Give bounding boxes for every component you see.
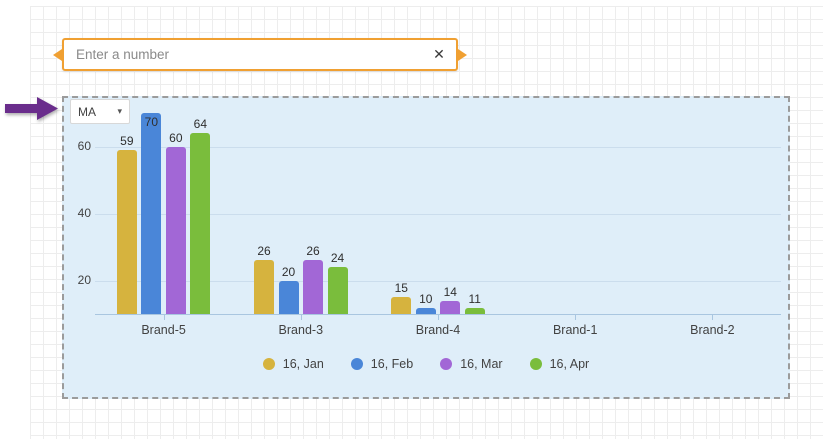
y-axis-tick-label: 40 bbox=[77, 205, 91, 220]
chevron-down-icon: ▾ bbox=[117, 106, 122, 116]
bar-Brand-3-16Mar[interactable] bbox=[303, 260, 324, 314]
x-axis-tick bbox=[300, 314, 302, 320]
x-axis-category-label: Brand-3 bbox=[278, 323, 324, 337]
bar-value-label: 60 bbox=[169, 130, 183, 145]
x-axis-tick bbox=[575, 314, 577, 320]
x-axis-category-label: Brand-2 bbox=[690, 323, 735, 337]
y-gridline bbox=[95, 280, 781, 282]
chart-legend: 16, Jan 16, Feb 16, Mar 16, Apr bbox=[64, 357, 788, 371]
y-axis-tick-label: 60 bbox=[77, 138, 91, 153]
legend-item[interactable]: 16, Feb bbox=[350, 357, 414, 371]
right-handle-icon[interactable] bbox=[458, 48, 467, 61]
chart-plot: 20 40 60 Brand-5 59 70 60 64 Brand-3 26 20 26 24 Bran… bbox=[64, 98, 788, 397]
left-handle-icon[interactable] bbox=[53, 48, 62, 61]
clear-icon[interactable]: ✕ bbox=[433, 46, 445, 62]
bar-value-label: 26 bbox=[257, 244, 271, 259]
legend-item[interactable]: 16, Apr bbox=[529, 357, 590, 371]
bar-value-label: 10 bbox=[419, 292, 433, 306]
legend-swatch-icon bbox=[529, 358, 542, 370]
number-input[interactable] bbox=[64, 40, 422, 69]
annotation-arrow-icon bbox=[5, 97, 58, 120]
ma-dropdown[interactable]: MA ▾ bbox=[70, 99, 130, 124]
ma-dropdown-label: MA bbox=[78, 104, 96, 119]
y-axis-tick-label: 20 bbox=[77, 272, 91, 287]
bar-Brand-4-16Jan[interactable] bbox=[391, 297, 412, 314]
y-gridline bbox=[95, 213, 781, 215]
x-axis-category-label: Brand-1 bbox=[552, 323, 598, 337]
bar-value-label: 59 bbox=[120, 133, 134, 148]
bar-Brand-4-16Mar[interactable] bbox=[440, 300, 461, 314]
number-input-widget[interactable]: ✕ bbox=[53, 38, 467, 71]
x-axis-tick bbox=[438, 314, 439, 320]
bar-Brand-5-16Feb[interactable] bbox=[141, 113, 162, 314]
x-axis-category-label: Brand-5 bbox=[141, 323, 186, 337]
bar-value-label: 70 bbox=[144, 115, 159, 129]
bar-value-label: 64 bbox=[193, 117, 208, 132]
bar-Brand-3-16Feb[interactable] bbox=[278, 280, 299, 314]
legend-item[interactable]: 16, Jan bbox=[262, 357, 324, 371]
bar-value-label: 20 bbox=[281, 264, 296, 279]
legend-swatch-icon bbox=[440, 358, 453, 370]
bar-Brand-3-16Apr[interactable] bbox=[327, 267, 348, 314]
chart-widget[interactable]: MA ▾ 20 40 60 Brand-5 59 70 60 64 Brand-3 26 20 26 2… bbox=[62, 96, 790, 399]
bar-Brand-3-16Jan[interactable] bbox=[254, 260, 275, 314]
bar-Brand-5-16Mar[interactable] bbox=[165, 146, 186, 314]
y-gridline bbox=[95, 146, 781, 148]
legend-item[interactable]: 16, Mar bbox=[440, 357, 503, 371]
bar-value-label: 24 bbox=[330, 251, 345, 266]
legend-label: 16, Feb bbox=[370, 357, 414, 371]
legend-label: 16, Apr bbox=[549, 357, 590, 371]
bar-Brand-4-16Feb[interactable] bbox=[415, 308, 436, 314]
bar-Brand-5-16Apr[interactable] bbox=[190, 133, 211, 314]
bar-Brand-5-16Jan[interactable] bbox=[116, 149, 137, 314]
x-axis-tick bbox=[712, 314, 714, 320]
bar-value-label: 26 bbox=[306, 244, 320, 259]
x-axis-tick bbox=[163, 314, 165, 320]
bar-value-label: 14 bbox=[443, 284, 457, 299]
x-axis-category-label: Brand-4 bbox=[415, 323, 461, 337]
legend-label: 16, Jan bbox=[282, 357, 324, 371]
bar-Brand-4-16Apr[interactable] bbox=[464, 308, 485, 314]
bar-value-label: 11 bbox=[468, 292, 481, 306]
bar-value-label: 15 bbox=[394, 281, 408, 296]
legend-swatch-icon bbox=[262, 358, 275, 370]
legend-label: 16, Mar bbox=[460, 357, 503, 371]
legend-swatch-icon bbox=[350, 358, 363, 370]
